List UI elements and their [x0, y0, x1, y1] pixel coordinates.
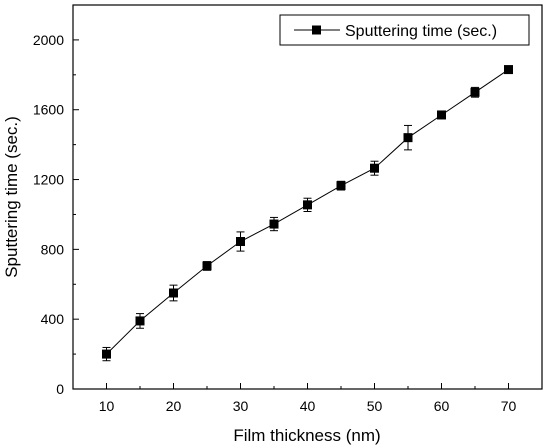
y-tick-label: 800 [41, 241, 65, 257]
data-point [336, 181, 346, 191]
y-tick-label: 1600 [33, 102, 64, 118]
x-tick-label: 70 [501, 398, 517, 414]
legend-label: Sputtering time (sec.) [345, 23, 497, 40]
data-point [303, 200, 312, 210]
data-point [470, 87, 480, 97]
data-point [437, 110, 446, 120]
y-tick-label: 1200 [33, 172, 64, 188]
legend-marker [312, 25, 321, 35]
x-tick-label: 10 [99, 398, 115, 414]
data-series [102, 65, 513, 362]
y-tick-label: 0 [56, 381, 64, 397]
data-point [269, 219, 279, 229]
data-point [102, 349, 111, 359]
x-tick-label: 50 [367, 398, 383, 414]
y-tick-label: 400 [41, 311, 65, 327]
axis-ticks [73, 39, 509, 390]
data-point [236, 237, 245, 247]
legend: Sputtering time (sec.) [279, 14, 530, 46]
x-tick-label: 60 [434, 398, 450, 414]
data-point [370, 163, 379, 173]
x-tick-label: 20 [166, 398, 182, 414]
x-tick-label: 30 [233, 398, 249, 414]
y-axis-title: Sputtering time (sec.) [2, 116, 21, 278]
data-point [504, 65, 513, 75]
x-tick-label: 40 [300, 398, 316, 414]
y-tick-label: 2000 [33, 32, 64, 48]
plot-frame [72, 4, 543, 390]
axis-tick-labels: 10 20 30 40 50 60 70 0 400 800 1200 1600 2000 [33, 32, 517, 414]
data-point [202, 261, 212, 271]
x-axis-title: Film thickness (nm) [233, 426, 380, 445]
data-point [169, 288, 178, 298]
data-point [135, 316, 145, 326]
data-point [403, 133, 413, 143]
